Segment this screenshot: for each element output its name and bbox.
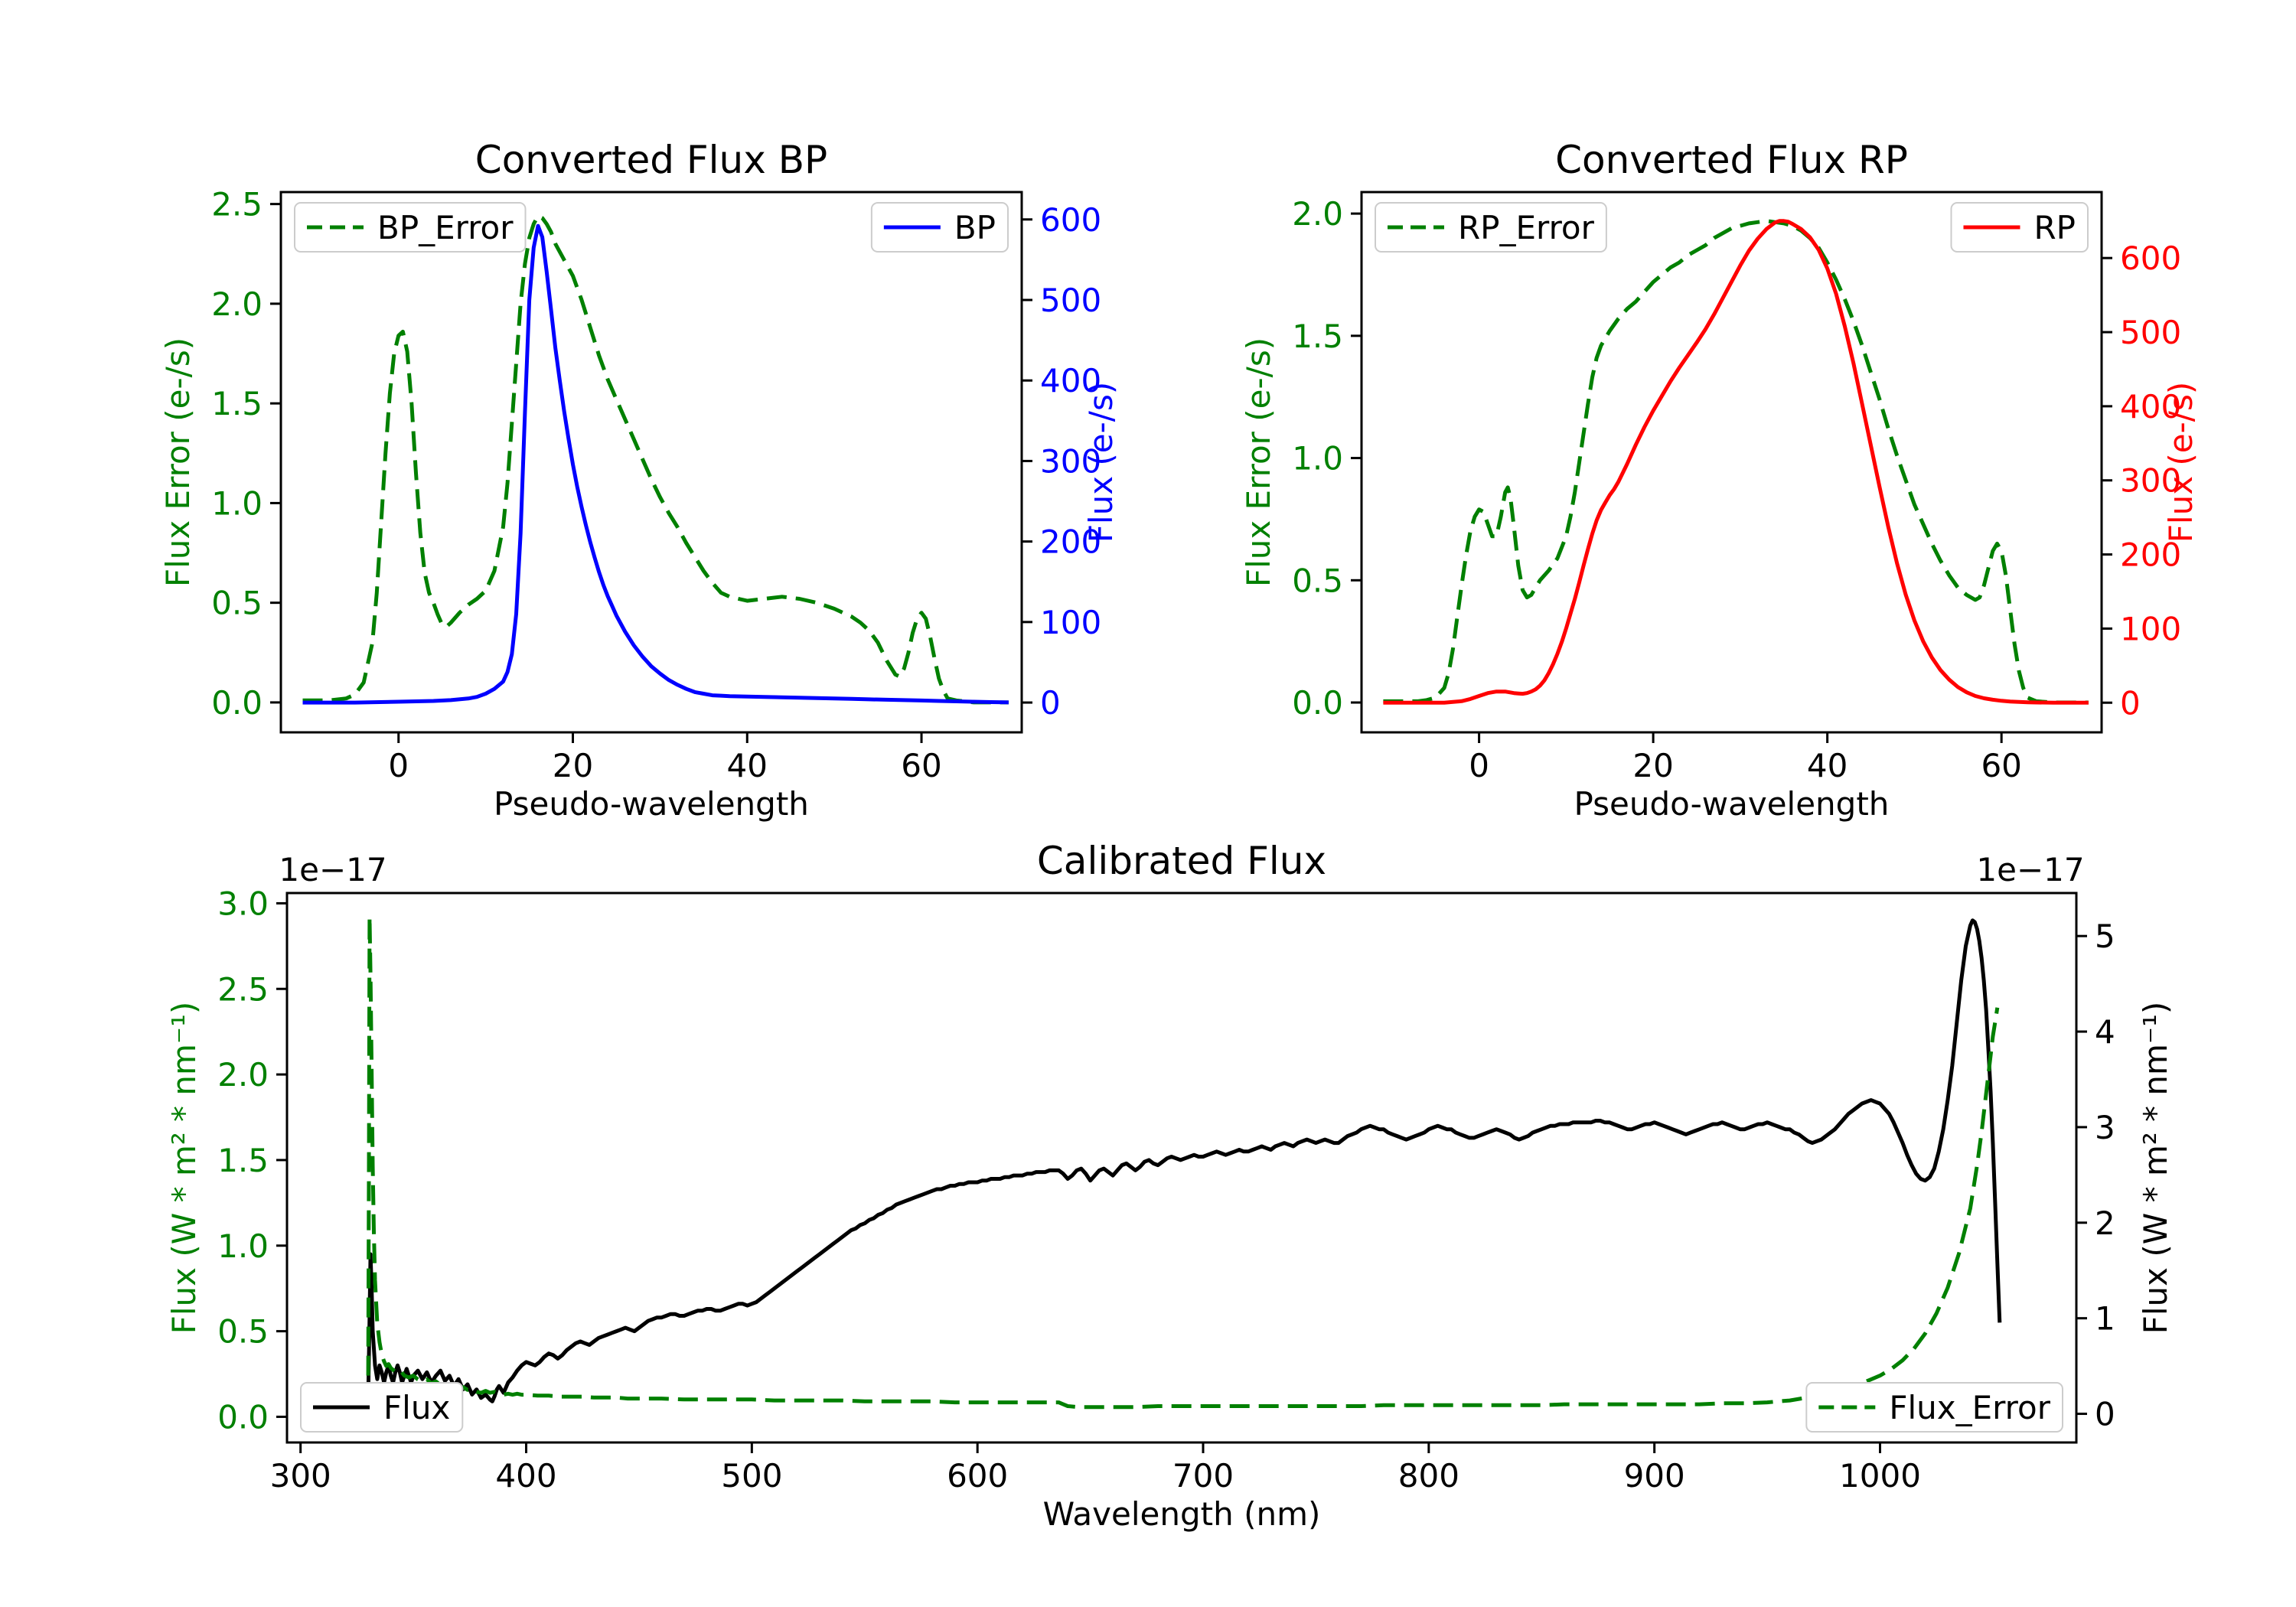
plot-border <box>285 892 2078 1444</box>
legend-label: Flux_Error <box>1889 1389 2050 1426</box>
plot-border <box>279 191 1023 734</box>
legend: BP_Error <box>294 202 527 253</box>
x-tick-label: 20 <box>1632 747 1673 784</box>
y-tick-label-right: 1 <box>2095 1300 2115 1338</box>
x-tick-label: 60 <box>1981 747 2021 784</box>
y-tick-label-left: 1.5 <box>217 1142 269 1179</box>
legend-label: Flux <box>383 1389 450 1426</box>
y-tick-label-left: 2.0 <box>211 285 263 323</box>
y-tick-label-right: 5 <box>2095 918 2115 955</box>
legend-box <box>294 202 527 253</box>
series-BP <box>302 223 1009 705</box>
y-tick-label-right: 3 <box>2095 1109 2115 1146</box>
legend-box <box>1805 1382 2063 1433</box>
y-tick-label-left: 0.5 <box>211 585 263 622</box>
chart-title: Converted Flux RP <box>1555 138 1908 182</box>
y-tick-label-right: 2 <box>2095 1204 2115 1242</box>
y-tick-label-right: 600 <box>2120 240 2181 277</box>
x-tick-label: 400 <box>495 1457 556 1495</box>
chart-bp: 0 20 40 60 0.0 0.5 1.0 1.5 2.0 2.5 0 100 200 300 400 50… <box>159 138 1120 823</box>
y-tick-label-right: 300 <box>2120 462 2181 500</box>
legend: Flux_Error <box>1805 1382 2063 1433</box>
y-axis-label-left: Flux Error (e-/s) <box>159 337 197 587</box>
y-tick-label-left: 0.5 <box>217 1313 269 1351</box>
series-Flux_Error <box>366 914 2000 1410</box>
chart-flux: 300 400 500 600 700 800 900 1000 0.0 0.5 1.0 1.5 2.0… <box>165 839 2174 1533</box>
y-tick-label-right: 100 <box>1040 604 1101 641</box>
y-tick-label-right: 0 <box>2120 684 2141 722</box>
chart-title: Converted Flux BP <box>475 138 827 182</box>
x-tick-label: 800 <box>1398 1457 1459 1495</box>
y-tick-label-right: 4 <box>2095 1013 2115 1051</box>
y-tick-label-right: 0 <box>1040 684 1061 722</box>
x-axis-label: Pseudo-wavelength <box>1574 785 1890 823</box>
chart-title: Calibrated Flux <box>1037 839 1326 883</box>
x-tick-label: 20 <box>553 747 593 784</box>
y-tick-label-left: 2.5 <box>217 970 269 1008</box>
x-tick-label: 900 <box>1624 1457 1685 1495</box>
legend: BP <box>870 202 1009 253</box>
y-tick-label-left: 1.0 <box>217 1227 269 1265</box>
legend: Flux <box>300 1382 464 1433</box>
y-tick-label-left: 0.0 <box>217 1398 269 1436</box>
y-tick-label-left: 3.0 <box>217 885 269 922</box>
x-tick-label: 700 <box>1172 1457 1234 1495</box>
x-tick-label: 1000 <box>1839 1457 1921 1495</box>
offset-text-left: 1e−17 <box>279 851 386 888</box>
y-tick-label-right: 200 <box>2120 536 2181 574</box>
legend: RP_Error <box>1375 202 1607 253</box>
legend-box <box>300 1382 464 1433</box>
x-tick-label: 500 <box>721 1457 782 1495</box>
y-axis-label-right: Flux (e-/s) <box>2162 382 2200 543</box>
y-axis-label-right: Flux (W * m² * nm⁻¹) <box>2137 1002 2174 1335</box>
plot-border <box>1360 191 2103 734</box>
y-tick-label-left: 1.5 <box>1292 318 1343 355</box>
legend-label: BP <box>954 209 996 246</box>
y-tick-label-left: 1.0 <box>211 484 263 522</box>
y-tick-label-right: 600 <box>1040 201 1101 239</box>
x-tick-label: 0 <box>1469 747 1489 784</box>
x-tick-label: 40 <box>727 747 768 784</box>
y-tick-label-left: 2.0 <box>217 1056 269 1094</box>
y-tick-label-right: 100 <box>2120 610 2181 647</box>
y-tick-label-right: 400 <box>2120 388 2181 425</box>
legend-box <box>1375 202 1607 253</box>
x-tick-label: 40 <box>1807 747 1848 784</box>
y-tick-label-left: 2.0 <box>1292 195 1343 233</box>
y-tick-label-right: 300 <box>1040 442 1101 480</box>
y-tick-label-left: 0.0 <box>211 684 263 722</box>
legend-label: RP_Error <box>1458 209 1595 246</box>
y-tick-label-left: 1.0 <box>1292 440 1343 478</box>
y-tick-label-right: 500 <box>1040 282 1101 319</box>
x-tick-label: 0 <box>388 747 409 784</box>
y-tick-label-left: 0.5 <box>1292 562 1343 599</box>
series-Flux <box>366 918 2002 1403</box>
y-axis-label-left: Flux (W * m² * nm⁻¹) <box>165 1002 203 1335</box>
series-RP_Error <box>1383 219 2089 705</box>
y-tick-label-right: 200 <box>1040 523 1101 561</box>
y-tick-label-left: 0.0 <box>1292 684 1343 722</box>
y-tick-label-right: 500 <box>2120 314 2181 351</box>
y-tick-label-left: 2.5 <box>211 186 263 223</box>
x-axis-label: Wavelength (nm) <box>1043 1495 1321 1533</box>
x-tick-label: 60 <box>901 747 941 784</box>
x-axis-label: Pseudo-wavelength <box>494 785 809 823</box>
y-axis-label-left: Flux Error (e-/s) <box>1240 337 1277 587</box>
chart-rp: 0 20 40 60 0.0 0.5 1.0 1.5 2.0 0 100 200 300 400 500 60… <box>1240 138 2200 823</box>
y-axis-label-right: Flux (e-/s) <box>1082 382 1120 543</box>
y-tick-label-right: 0 <box>2095 1396 2115 1433</box>
x-tick-label: 300 <box>270 1457 331 1495</box>
legend-label: RP <box>2033 209 2076 246</box>
series-RP <box>1383 219 2089 705</box>
y-tick-label-left: 1.5 <box>211 385 263 422</box>
y-tick-label-right: 400 <box>1040 362 1101 399</box>
offset-text-right: 1e−17 <box>1976 851 2084 888</box>
x-tick-label: 600 <box>947 1457 1008 1495</box>
series-BP_Error <box>302 214 1009 705</box>
legend: RP <box>1950 202 2089 253</box>
legend-label: BP_Error <box>377 209 514 246</box>
